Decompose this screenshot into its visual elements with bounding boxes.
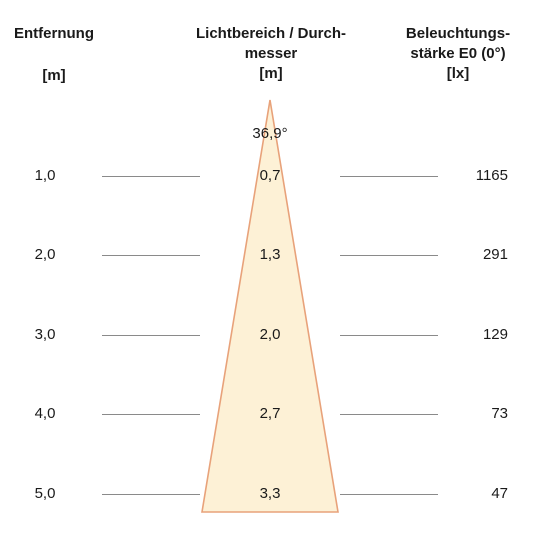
- diameter-value: 1,3: [259, 246, 281, 263]
- diameter-value: 0,7: [259, 167, 281, 184]
- distance-value: 5,0: [34, 485, 56, 502]
- distance-value: 3,0: [34, 326, 56, 343]
- distance-header-title: Entfernung: [14, 25, 94, 42]
- illuminance-header-title-line2: stärke E0 (0°): [410, 45, 506, 62]
- illuminance-value: 291: [482, 246, 508, 263]
- distance-value: 4,0: [34, 405, 56, 422]
- beam-header-unit: [m]: [259, 65, 283, 82]
- distance-value: 1,0: [34, 167, 56, 184]
- guide-lines: [102, 176, 438, 495]
- beam-angle-label: 36,9°: [252, 125, 288, 142]
- illuminance-value: 73: [491, 405, 508, 422]
- distance-value: 2,0: [34, 246, 56, 263]
- illuminance-header-title-line1: Beleuchtungs-: [405, 25, 511, 42]
- beam-column-header: Lichtbereich / Durch- messer [m]: [180, 24, 362, 84]
- beam-header-title-line2: messer: [244, 45, 298, 62]
- diameter-value: 2,7: [259, 405, 281, 422]
- illuminance-value: 1165: [475, 167, 508, 184]
- illuminance-value: 47: [491, 485, 508, 502]
- illuminance-header-unit: [lx]: [446, 65, 470, 82]
- illuminance-value: 129: [482, 326, 508, 343]
- distance-column-header: Entfernung [m]: [0, 24, 108, 86]
- diameter-value: 3,3: [259, 485, 281, 502]
- beam-header-title-line1: Lichtbereich / Durch-: [195, 25, 347, 42]
- light-cone: [201, 99, 339, 513]
- diameter-value: 2,0: [259, 326, 281, 343]
- illuminance-column-header: Beleuchtungs- stärke E0 (0°) [lx]: [396, 24, 520, 84]
- distance-header-unit: [m]: [42, 67, 66, 84]
